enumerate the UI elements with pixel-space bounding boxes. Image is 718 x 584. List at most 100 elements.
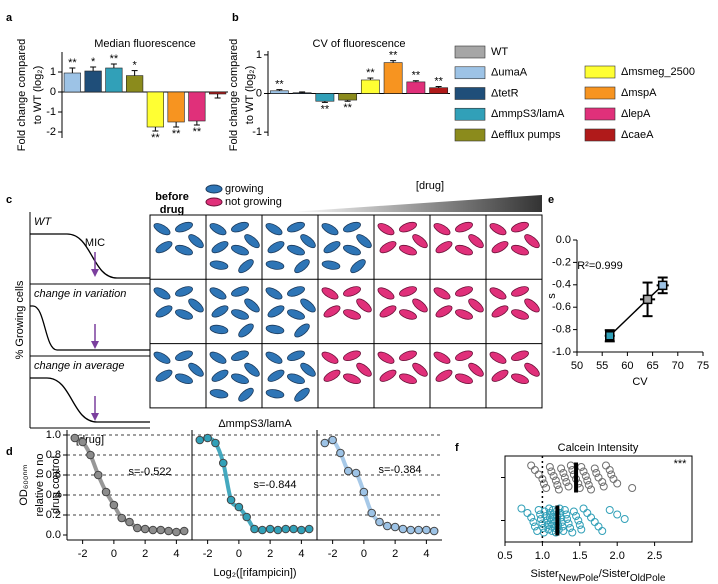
x-tick-label: 0 — [236, 548, 242, 560]
growing-cell — [231, 350, 249, 362]
not-growing-cell — [455, 244, 473, 256]
y-tick-label: 1 — [256, 49, 262, 61]
not-growing-cell — [511, 221, 529, 233]
not-growing-cell — [399, 373, 417, 385]
legend-label: ΔmmpS3/lamA — [491, 108, 565, 120]
significance-mark: ** — [389, 50, 398, 62]
x-axis-label-part: OldPole — [630, 573, 666, 584]
legend-swatch — [584, 107, 616, 121]
point — [320, 438, 330, 448]
point — [117, 513, 126, 523]
point — [534, 470, 543, 479]
not-growing-cell — [343, 309, 361, 320]
legend-swatch — [584, 65, 616, 79]
point — [559, 469, 568, 477]
growing-cell — [238, 259, 254, 274]
panel-label: e — [548, 194, 554, 206]
column-header: before — [155, 191, 189, 203]
bar — [167, 91, 185, 123]
point — [195, 435, 205, 445]
y-axis-label: Fold change compared — [228, 39, 240, 152]
not-growing-cell — [343, 350, 361, 362]
x-tick-label: -2 — [78, 548, 88, 560]
growing-cell — [175, 244, 193, 256]
point — [605, 331, 615, 341]
x-tick-label: 60 — [621, 360, 633, 372]
growing-cell — [209, 324, 229, 335]
point — [620, 515, 629, 523]
significance-mark: * — [91, 56, 96, 68]
not-growing-cell — [323, 369, 341, 382]
growing-cell — [267, 305, 285, 318]
legend-label: ΔtetR — [491, 87, 519, 99]
bar — [105, 67, 123, 93]
not-growing-cell — [455, 221, 473, 233]
point — [78, 437, 87, 447]
growing-cell — [265, 389, 285, 399]
point — [628, 484, 637, 492]
point — [590, 464, 599, 473]
growing-cell — [343, 244, 361, 256]
point — [328, 435, 337, 445]
not-growing-cell — [491, 241, 509, 254]
growing-cell — [265, 223, 283, 236]
bar — [146, 91, 164, 128]
growing-cell — [175, 221, 193, 233]
growing-cell — [294, 259, 310, 274]
legend-label: Δefflux pumps — [491, 129, 561, 141]
growing-cell — [265, 260, 285, 270]
significance-mark: ** — [366, 67, 375, 79]
x-tick-label: 1.5 — [572, 550, 587, 562]
point — [590, 518, 599, 526]
fit-line — [609, 284, 664, 337]
point — [613, 510, 622, 519]
legend-label: WT — [491, 46, 508, 58]
growing-cell — [153, 223, 171, 236]
point — [390, 522, 400, 532]
not-growing-cell — [524, 362, 540, 377]
growing-cell — [350, 259, 366, 274]
x-tick-label: 50 — [571, 360, 583, 372]
x-tick-label: 55 — [596, 360, 608, 372]
x-tick-label: 2 — [267, 548, 273, 560]
not-growing-cell — [412, 234, 428, 249]
point — [297, 525, 306, 535]
point — [422, 525, 431, 535]
panel-label: b — [232, 12, 239, 24]
bar — [292, 92, 312, 94]
significance-mark: ** — [434, 75, 443, 87]
point — [172, 527, 181, 537]
point — [569, 507, 578, 516]
panel-label: f — [455, 442, 459, 454]
cell-grid — [149, 214, 543, 409]
y-tick-label: 0.8 — [46, 449, 61, 461]
point — [109, 500, 119, 510]
growing-cell — [231, 373, 249, 385]
not-growing-cell — [399, 286, 417, 297]
not-growing-cell — [412, 298, 428, 313]
y-tick-label: 0.2 — [46, 509, 61, 521]
significance-mark: ** — [193, 126, 202, 138]
point — [551, 476, 560, 485]
chart-title: ΔmmpS3/lamA — [218, 418, 292, 430]
growing-cell — [356, 234, 372, 249]
bar — [406, 81, 426, 94]
point — [359, 487, 369, 497]
legend-swatch — [454, 128, 486, 142]
y-axis-label: % Growing cells — [14, 280, 26, 359]
not-growing-cell — [323, 305, 341, 318]
growing-cell — [300, 234, 316, 249]
x-tick-label: 70 — [672, 360, 684, 372]
point — [564, 519, 573, 528]
legend-label: ΔlepA — [621, 108, 651, 120]
point — [572, 512, 581, 520]
bar — [429, 87, 449, 94]
growing-cell — [188, 362, 204, 377]
point — [164, 526, 173, 536]
point — [587, 513, 596, 522]
not-growing-cell — [356, 298, 372, 313]
growing-cell — [231, 221, 249, 233]
point — [70, 433, 80, 443]
point — [598, 527, 607, 535]
